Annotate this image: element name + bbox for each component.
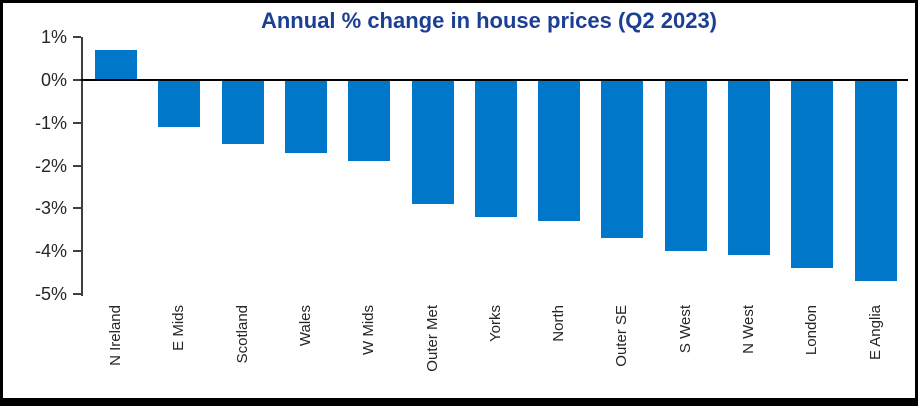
y-axis-tick-label: -5% bbox=[34, 284, 67, 304]
bar-scotland bbox=[222, 80, 264, 144]
bar-n-ireland bbox=[95, 50, 137, 80]
y-axis-tick bbox=[73, 36, 81, 39]
zero-axis-line bbox=[81, 79, 908, 81]
bar-w-mids bbox=[348, 80, 390, 161]
bar-s-west bbox=[665, 80, 707, 251]
x-axis-label-e-mids: E Mids bbox=[170, 305, 187, 351]
y-axis-tick-label: -4% bbox=[34, 241, 67, 262]
y-axis-line bbox=[81, 37, 83, 296]
y-axis-tick bbox=[73, 79, 81, 81]
chart-title: Annual % change in house prices (Q2 2023… bbox=[260, 8, 718, 33]
x-axis-label-outer-se: Outer SE bbox=[613, 305, 630, 367]
x-axis-label-n-ireland: N Ireland bbox=[107, 305, 124, 366]
x-axis-label-n-west: N West bbox=[740, 305, 757, 354]
bar-e-anglia bbox=[855, 80, 897, 281]
y-axis-tick bbox=[73, 164, 81, 167]
bar-e-mids bbox=[158, 80, 200, 127]
bar-wales bbox=[285, 80, 327, 153]
y-axis-tick-label: 0% bbox=[40, 70, 67, 90]
y-axis-tick-label: -2% bbox=[34, 155, 67, 176]
y-axis-tick bbox=[73, 293, 81, 295]
y-axis-tick bbox=[73, 207, 81, 210]
x-axis-label-s-west: S West bbox=[677, 305, 694, 354]
bar-outer-se bbox=[601, 80, 643, 238]
bar-london bbox=[791, 80, 833, 268]
y-axis-tick-label: -1% bbox=[34, 112, 67, 133]
y-axis-tick bbox=[73, 121, 81, 124]
y-axis-tick bbox=[73, 250, 81, 253]
x-axis-label-yorks: Yorks bbox=[487, 305, 504, 342]
bar-yorks bbox=[475, 80, 517, 217]
x-axis-label-w-mids: W Mids bbox=[360, 305, 377, 355]
x-axis-label-outer-met: Outer Met bbox=[424, 305, 441, 372]
bar-north bbox=[538, 80, 580, 221]
x-axis-label-london: London bbox=[803, 305, 820, 356]
x-axis-label-e-anglia: E Anglia bbox=[867, 305, 884, 361]
x-axis-label-scotland: Scotland bbox=[234, 305, 251, 364]
bar-n-west bbox=[728, 80, 770, 255]
y-axis-tick-label: -3% bbox=[34, 198, 67, 219]
bar-outer-met bbox=[412, 80, 454, 204]
x-axis-label-north: North bbox=[550, 305, 567, 342]
y-axis-tick-label: 1% bbox=[40, 27, 67, 48]
bar-chart: Annual % change in house prices (Q2 2023… bbox=[3, 3, 915, 398]
x-axis-label-wales: Wales bbox=[297, 305, 314, 347]
